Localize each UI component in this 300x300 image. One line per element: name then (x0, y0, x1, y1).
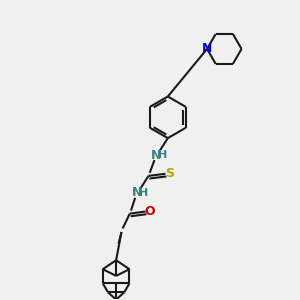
Text: N: N (131, 186, 142, 199)
Text: N: N (151, 148, 161, 162)
Text: O: O (145, 205, 155, 218)
Text: S: S (165, 167, 174, 180)
Text: N: N (202, 42, 212, 56)
Text: H: H (158, 150, 167, 160)
Text: H: H (139, 188, 148, 198)
